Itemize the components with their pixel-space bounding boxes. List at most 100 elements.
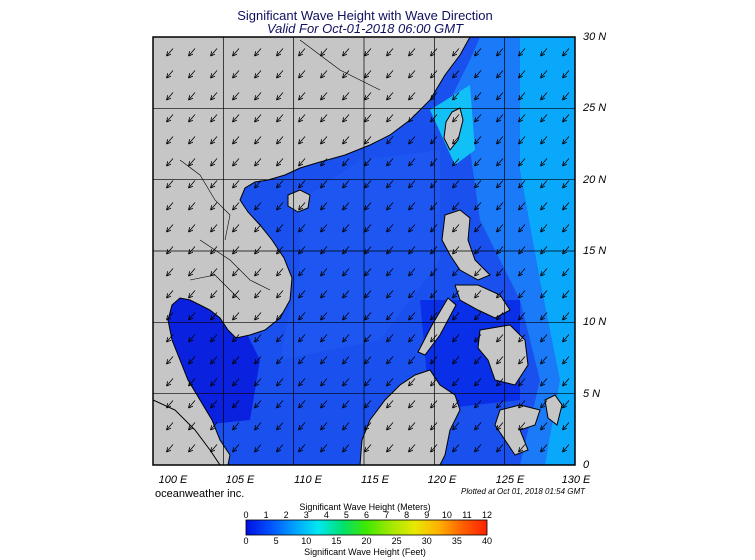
wave-arrow (189, 224, 196, 232)
wave-arrow (453, 356, 460, 364)
wave-arrow (299, 378, 306, 386)
colorbar-feet-tick: 15 (331, 536, 342, 546)
colorbar-meter-tick: 0 (243, 510, 249, 520)
wave-arrow (167, 136, 174, 144)
lon-label-115e: 115 E (361, 474, 389, 486)
wave-arrow (409, 224, 416, 232)
colorbar-meter-tick: 11 (462, 510, 472, 520)
wave-arrow (321, 378, 328, 386)
wave-arrow (409, 400, 416, 408)
wave-arrow (189, 268, 196, 276)
wave-arrow (211, 114, 218, 122)
wave-arrow (497, 334, 504, 342)
wave-arrow (409, 246, 416, 254)
wave-arrow (167, 400, 174, 408)
wave-arrow (321, 136, 328, 144)
lon-label-100e: 100 E (158, 474, 188, 486)
wave-arrow (541, 334, 548, 342)
wave-arrow (321, 158, 328, 166)
wave-arrow (255, 202, 262, 210)
wave-arrow (167, 92, 174, 100)
wave-arrow (475, 224, 482, 232)
valid-time-subtitle: Valid For Oct-01-2018 06:00 GMT (266, 21, 464, 36)
lat-label-5n: 5 N (583, 388, 601, 400)
lat-label-0: 0 (583, 459, 590, 471)
wave-arrow (321, 92, 328, 100)
colorbar-meter-tick: 5 (343, 510, 349, 520)
colorbar (245, 519, 488, 536)
wave-arrow (233, 92, 240, 100)
wave-arrow (189, 48, 196, 56)
wave-arrow (365, 356, 372, 364)
wave-arrow (167, 268, 174, 276)
wave-arrow (387, 312, 394, 320)
palawan-island (417, 297, 457, 356)
wave-arrow (563, 422, 570, 430)
colorbar-gradient (245, 519, 488, 536)
wave-arrow (255, 48, 262, 56)
wave-arrow (453, 334, 460, 342)
wave-arrow (541, 312, 548, 320)
wave-arrow (299, 290, 306, 298)
wave-arrow (255, 246, 262, 254)
wave-arrow (189, 334, 196, 342)
wave-arrow (475, 356, 482, 364)
wave-arrow (299, 114, 306, 122)
wave-arrow (255, 290, 262, 298)
wave-arrow (211, 48, 218, 56)
wave-arrow (299, 312, 306, 320)
wave-arrow (497, 224, 504, 232)
wave-arrow (233, 356, 240, 364)
wave-arrow (321, 268, 328, 276)
wave-arrow (519, 422, 526, 430)
wave-arrow (233, 378, 240, 386)
wave-arrow (189, 180, 196, 188)
wave-arrow (299, 70, 306, 78)
colorbar-meter-tick: 6 (363, 510, 369, 520)
colorbar-feet-tick: 0 (243, 536, 249, 546)
wave-arrow (255, 158, 262, 166)
wave-arrow (321, 400, 328, 408)
lat-label-15n: 15 N (583, 245, 607, 257)
wave-arrow (299, 246, 306, 254)
wave-arrow (497, 48, 504, 56)
wave-arrow (255, 70, 262, 78)
wave-arrow (211, 334, 218, 342)
wave-arrow (453, 444, 460, 452)
plotted-timestamp: Plotted at Oct 01, 2018 01:54 GMT (461, 487, 586, 496)
wave-arrow (277, 312, 284, 320)
wave-arrow (255, 224, 262, 232)
lon-label-130e: 130 E (561, 474, 591, 486)
wave-arrow (563, 290, 570, 298)
wave-arrow (453, 290, 460, 298)
wave-arrow (497, 422, 504, 430)
wave-arrow (453, 158, 460, 166)
wave-arrow (497, 290, 504, 298)
wave-arrow (211, 268, 218, 276)
wave-arrow (233, 422, 240, 430)
wave-arrow (321, 246, 328, 254)
wave-arrow (453, 378, 460, 386)
wave-arrow (299, 48, 306, 56)
wave-arrow (563, 202, 570, 210)
wave-arrow (255, 334, 262, 342)
wave-arrow (321, 70, 328, 78)
wave-arrow (255, 312, 262, 320)
wave-arrow (365, 114, 372, 122)
wave-arrow (541, 136, 548, 144)
wave-arrow (343, 444, 350, 452)
wave-arrow (541, 224, 548, 232)
wave-arrow (167, 70, 174, 78)
wave-arrow (409, 444, 416, 452)
wave-arrow (343, 356, 350, 364)
wave-arrow (299, 268, 306, 276)
wave-arrow (277, 246, 284, 254)
wave-arrow (167, 334, 174, 342)
wave-arrow (189, 356, 196, 364)
wave-arrow (189, 202, 196, 210)
wave-arrow (365, 224, 372, 232)
wave-arrow (343, 158, 350, 166)
wave-arrow (387, 136, 394, 144)
wave-arrow (563, 356, 570, 364)
wave-arrow (365, 268, 372, 276)
